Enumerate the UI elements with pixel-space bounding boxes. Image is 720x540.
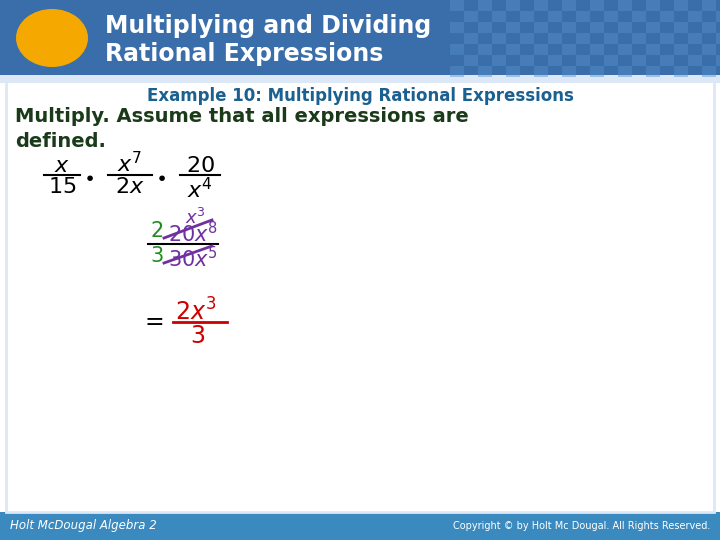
FancyBboxPatch shape — [0, 83, 720, 512]
Bar — [688, 55, 702, 66]
Bar — [562, 22, 576, 33]
Text: Example 10: Multiplying Rational Expressions: Example 10: Multiplying Rational Express… — [147, 87, 573, 105]
Bar — [492, 11, 506, 22]
Bar — [660, 33, 674, 44]
Bar — [520, 33, 534, 44]
Bar — [562, 0, 576, 11]
Text: $2x^3$: $2x^3$ — [175, 298, 216, 325]
Text: $3$: $3$ — [190, 324, 205, 348]
Bar — [618, 22, 632, 33]
Bar — [590, 22, 604, 33]
Bar — [632, 11, 646, 22]
Bar — [576, 33, 590, 44]
Text: $20x^8$: $20x^8$ — [168, 221, 218, 246]
Text: $x^4$: $x^4$ — [187, 177, 213, 202]
Bar — [674, 44, 688, 55]
Bar — [478, 66, 492, 77]
Text: $30x^5$: $30x^5$ — [168, 246, 218, 271]
Bar — [520, 55, 534, 66]
Text: $x^3$: $x^3$ — [184, 208, 205, 228]
Bar — [534, 66, 548, 77]
Bar — [702, 22, 716, 33]
FancyBboxPatch shape — [0, 512, 720, 540]
Bar — [520, 11, 534, 22]
Bar — [548, 11, 562, 22]
Text: $\bullet$: $\bullet$ — [155, 167, 166, 186]
Bar — [646, 0, 660, 11]
Text: Rational Expressions: Rational Expressions — [105, 42, 383, 66]
Bar — [450, 22, 464, 33]
FancyBboxPatch shape — [0, 75, 720, 83]
Bar — [702, 44, 716, 55]
Bar — [604, 33, 618, 44]
Text: $3$: $3$ — [150, 246, 163, 266]
Text: $15$: $15$ — [48, 177, 76, 197]
Bar — [702, 66, 716, 77]
Bar — [716, 11, 720, 22]
Bar — [604, 11, 618, 22]
FancyBboxPatch shape — [0, 0, 720, 75]
Bar — [604, 55, 618, 66]
Text: $\bullet$: $\bullet$ — [83, 167, 94, 186]
Bar — [576, 55, 590, 66]
Bar — [618, 44, 632, 55]
Bar — [548, 55, 562, 66]
Bar — [492, 33, 506, 44]
Bar — [506, 0, 520, 11]
Bar — [646, 44, 660, 55]
Bar — [618, 0, 632, 11]
Bar — [548, 33, 562, 44]
Bar — [632, 55, 646, 66]
Text: $2x$: $2x$ — [115, 177, 145, 197]
Bar — [646, 22, 660, 33]
Bar — [688, 11, 702, 22]
Bar — [674, 22, 688, 33]
Bar — [674, 0, 688, 11]
Bar — [534, 44, 548, 55]
Bar — [450, 0, 464, 11]
Bar — [478, 22, 492, 33]
Text: $2$: $2$ — [150, 221, 163, 241]
Text: $x^7$: $x^7$ — [117, 151, 143, 176]
Bar — [464, 33, 478, 44]
Bar — [534, 22, 548, 33]
Bar — [506, 44, 520, 55]
Text: $20$: $20$ — [186, 156, 215, 176]
Text: Multiplying and Dividing: Multiplying and Dividing — [105, 14, 431, 38]
Bar — [716, 33, 720, 44]
Bar — [492, 55, 506, 66]
Text: $=$: $=$ — [140, 308, 164, 332]
Bar — [590, 44, 604, 55]
Bar — [632, 33, 646, 44]
Bar — [506, 66, 520, 77]
Bar — [646, 66, 660, 77]
Bar — [688, 33, 702, 44]
Bar — [478, 0, 492, 11]
Bar — [590, 66, 604, 77]
Bar — [674, 66, 688, 77]
Bar — [660, 55, 674, 66]
Bar — [576, 11, 590, 22]
Bar — [534, 0, 548, 11]
Bar — [660, 11, 674, 22]
Text: $x$: $x$ — [54, 156, 70, 176]
Text: Copyright © by Holt Mc Dougal. All Rights Reserved.: Copyright © by Holt Mc Dougal. All Right… — [453, 521, 710, 531]
Bar — [618, 66, 632, 77]
Text: Holt McDougal Algebra 2: Holt McDougal Algebra 2 — [10, 519, 157, 532]
Bar — [562, 44, 576, 55]
Bar — [702, 0, 716, 11]
Bar — [450, 44, 464, 55]
Bar — [464, 11, 478, 22]
Bar — [506, 22, 520, 33]
Ellipse shape — [16, 9, 88, 67]
Text: Multiply. Assume that all expressions are
defined.: Multiply. Assume that all expressions ar… — [15, 107, 469, 151]
Bar — [478, 44, 492, 55]
Bar — [716, 55, 720, 66]
Bar — [590, 0, 604, 11]
Bar — [464, 55, 478, 66]
Bar — [450, 66, 464, 77]
Bar — [562, 66, 576, 77]
